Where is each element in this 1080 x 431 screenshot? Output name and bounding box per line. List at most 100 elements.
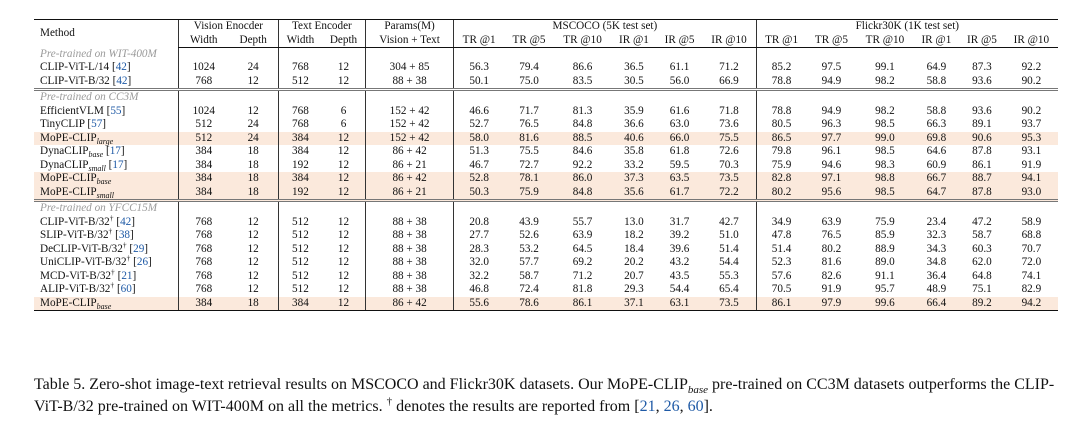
coco-metric-header: IR @5 <box>656 33 703 48</box>
table-body: Pre-trained on WIT-400M CLIP-ViT-L/14 [42… <box>34 47 1058 311</box>
coco-metric-header: TR @5 <box>504 33 554 48</box>
value-cell: 96.3 <box>821 118 842 130</box>
value-cell: 55.7 <box>572 215 593 228</box>
value-cell: 98.2 <box>875 104 895 117</box>
citation-link[interactable]: 29 <box>133 242 145 255</box>
value-cell: 95.6 <box>806 185 857 201</box>
value-cell: 384 <box>177 185 229 201</box>
value-cell: 89.1 <box>972 118 992 130</box>
value-cell: 12 <box>337 215 350 228</box>
citation-link[interactable]: 57 <box>91 118 103 130</box>
value-cell: 24 <box>247 118 259 130</box>
table-row: MoPE-CLIPbase 384 18 384 12 86 + 42 52.8 78.1 86… <box>34 172 1058 186</box>
value-cell: 82.6 <box>821 269 842 282</box>
citation-link[interactable]: 17 <box>109 145 121 157</box>
value-cell: 78.8 <box>755 104 807 118</box>
value-cell: 35.6 <box>611 185 657 201</box>
value-cell: 55.3 <box>719 269 739 282</box>
value-cell: 18 <box>247 158 259 171</box>
dagger-mark: † <box>108 226 113 236</box>
value-cell: 61.7 <box>656 185 703 201</box>
caption-dagger: † <box>386 395 393 408</box>
value-cell: 94.9 <box>821 74 842 87</box>
value-cell: 32.2 <box>453 269 505 283</box>
value-cell: 65.4 <box>719 283 739 295</box>
citation-link[interactable]: 21 <box>121 269 133 282</box>
value-cell: 66.4 <box>913 296 960 311</box>
citation-link[interactable]: 42 <box>115 61 127 73</box>
value-cell: 304 + 85 <box>364 61 454 75</box>
value-cell: 35.9 <box>624 104 644 117</box>
method-name: UniCLIP-ViT-B/32 <box>40 256 127 268</box>
value-cell: 94.9 <box>821 104 842 117</box>
value-cell: 39.6 <box>669 242 690 255</box>
value-cell: 512 <box>277 242 323 256</box>
vision-encoder-header: Vision Enocder <box>178 19 279 34</box>
value-cell: 98.5 <box>875 145 895 157</box>
value-cell: 90.2 <box>1021 104 1042 117</box>
group-title-row: Pre-trained on WIT-400M <box>34 47 1058 61</box>
value-cell: 384 <box>277 296 323 311</box>
value-cell: 12 <box>337 145 350 157</box>
value-cell: 93.1 <box>1021 145 1042 157</box>
value-cell: 60.3 <box>972 242 992 255</box>
value-cell: 12 <box>247 215 259 228</box>
value-cell: 73.5 <box>702 172 757 186</box>
vision-depth-header: Depth <box>228 33 279 48</box>
method-name: EfficientVLM <box>40 104 104 117</box>
method-name-cell: SLIP-ViT-B/32† [38] <box>40 226 134 241</box>
value-cell: 12 <box>337 61 350 73</box>
value-cell: 18 <box>228 172 279 186</box>
citation-link[interactable]: 17 <box>112 158 124 171</box>
value-cell: 39.2 <box>669 229 690 241</box>
value-cell: 13.0 <box>624 215 644 228</box>
value-cell: 92.2 <box>1021 61 1042 73</box>
value-cell: 75.9 <box>755 158 807 172</box>
value-cell: 43.5 <box>669 269 690 282</box>
method-name: DeCLIP-ViT-B/32 <box>40 242 123 255</box>
value-cell: 12 <box>337 283 350 295</box>
table-row: MoPE-CLIPbase 384 18 384 12 86 + 42 55.6 78.6 86… <box>34 296 1058 311</box>
value-cell: 91.9 <box>1021 158 1042 171</box>
value-cell: 20.2 <box>624 256 644 268</box>
value-cell: 82.9 <box>1021 283 1042 295</box>
table-row: MCD-ViT-B/32† [21] 768 12 512 12 88 + 38 32.2 5… <box>34 268 1058 283</box>
value-cell: 97.7 <box>806 131 857 145</box>
flickr-metric-header: TR @5 <box>806 33 857 48</box>
value-cell: 152 + 42 <box>364 104 454 118</box>
value-cell: 50.3 <box>453 185 505 201</box>
value-cell: 31.7 <box>669 215 690 228</box>
citation-link[interactable]: 60 <box>120 283 132 295</box>
method-name: DynaCLIP <box>40 158 89 171</box>
value-cell: 73.5 <box>702 296 757 311</box>
citation-link[interactable]: 38 <box>118 229 131 241</box>
value-cell: 18 <box>247 145 259 157</box>
method-name: MoPE-CLIP <box>40 296 97 309</box>
citation-link[interactable]: 42 <box>116 74 128 87</box>
value-cell: 79.8 <box>755 145 807 159</box>
value-cell: 57.7 <box>519 256 539 268</box>
method-name-cell: CLIP-ViT-B/32† [42] <box>40 212 135 228</box>
value-cell: 86.1 <box>755 296 807 311</box>
value-cell: 63.1 <box>656 296 703 311</box>
caption-ref-link[interactable]: 60 <box>687 398 704 415</box>
value-cell: 12 <box>322 296 366 311</box>
value-cell: 66.9 <box>719 74 739 87</box>
caption-ref-link[interactable]: 21 <box>639 398 656 415</box>
caption-ref-link[interactable]: 26 <box>663 398 680 415</box>
value-cell: 94.6 <box>821 158 842 171</box>
method-variant: base <box>96 177 112 187</box>
citation-link[interactable]: 55 <box>110 104 122 117</box>
group-title: Pre-trained on CC3M <box>34 88 179 105</box>
value-cell: 32.3 <box>926 229 947 241</box>
value-cell: 74.1 <box>1021 269 1042 282</box>
value-cell: 384 <box>277 145 323 159</box>
value-cell: 72.6 <box>719 145 739 157</box>
value-cell: 61.8 <box>669 145 690 157</box>
value-cell: 12 <box>322 131 366 145</box>
citation-link[interactable]: 42 <box>120 215 132 228</box>
value-cell: 28.3 <box>453 242 505 256</box>
value-cell: 97.1 <box>806 172 857 186</box>
citation-link[interactable]: 26 <box>136 256 149 268</box>
method-name: ALIP-ViT-B/32 <box>40 283 111 295</box>
